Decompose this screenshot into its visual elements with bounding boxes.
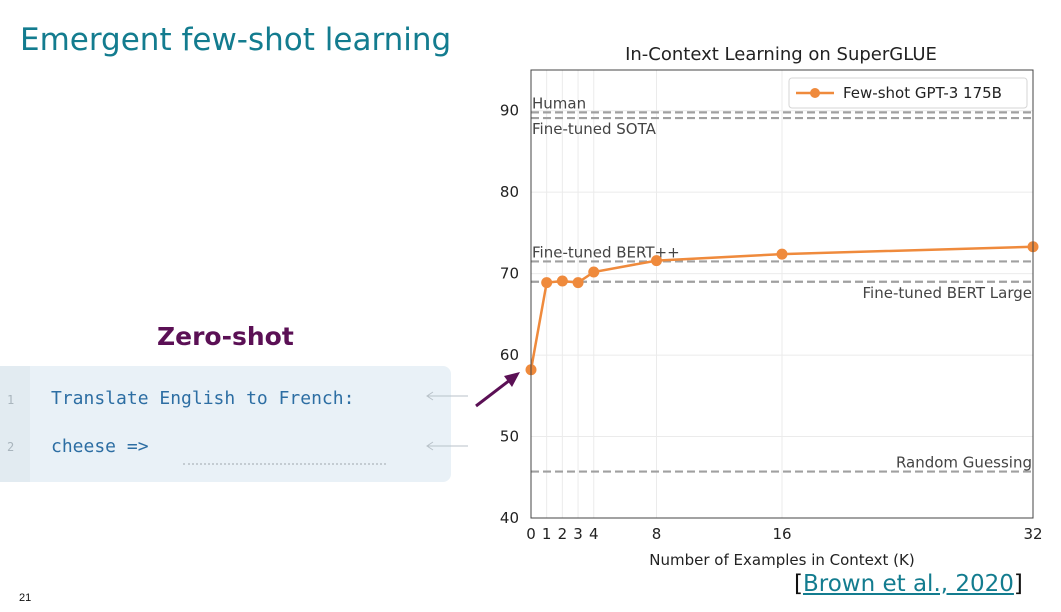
x-tick-label: 16 — [772, 525, 791, 543]
data-point — [651, 255, 662, 267]
data-point — [572, 277, 584, 289]
zero-shot-title: Zero-shot — [157, 322, 294, 351]
slide-title: Emergent few-shot learning — [20, 22, 452, 58]
y-tick-label: 80 — [500, 183, 519, 201]
prompt-line: cheese => — [51, 436, 149, 457]
pointer-arrow-icon — [475, 372, 520, 408]
superglue-chart: In-Context Learning on SuperGLUE Human Fi… — [500, 44, 1043, 569]
axes: 0 1 2 3 4 8 16 32 40 50 60 70 80 90 — [500, 69, 1043, 543]
x-tick-label: 1 — [542, 525, 552, 543]
y-tick-label: 60 — [500, 346, 519, 364]
x-tick-label: 32 — [1023, 525, 1042, 543]
x-tick-label: 8 — [652, 525, 662, 543]
gridlines — [530, 70, 1034, 519]
prompt-line: Translate English to French: — [51, 388, 355, 409]
plot-frame — [530, 69, 1034, 519]
reference-line-label: Random Guessing — [896, 454, 1032, 472]
data-point — [541, 277, 553, 289]
citation-close-bracket: ] — [1013, 571, 1023, 597]
line-number: 1 — [7, 393, 15, 407]
x-tick-label: 2 — [558, 525, 568, 543]
chart-title: In-Context Learning on SuperGLUE — [625, 44, 937, 65]
left-arrow-icon — [426, 441, 468, 451]
reference-line-label: Fine-tuned BERT Large — [863, 284, 1033, 302]
page-number: 21 — [19, 592, 32, 604]
reference-line-label: Fine-tuned SOTA — [532, 120, 657, 138]
prompt-code-box: 1 2 Translate English to French: cheese … — [0, 366, 468, 482]
x-axis-label: Number of Examples in Context (K) — [649, 551, 914, 569]
citation-link[interactable]: Brown et al., 2020 — [802, 571, 1014, 597]
legend-box — [788, 77, 1028, 109]
y-tick-label: 40 — [500, 509, 519, 527]
citation-open-bracket: [ — [794, 571, 803, 597]
answer-blank — [183, 463, 386, 465]
legend-label: Few-shot GPT-3 175B — [843, 84, 1002, 102]
x-tick-label: 0 — [526, 525, 536, 543]
legend: Few-shot GPT-3 175B — [788, 77, 1028, 109]
reference-line-label: Human — [532, 94, 586, 112]
legend-marker — [810, 88, 820, 98]
data-point — [588, 266, 600, 278]
y-tick-label: 90 — [500, 102, 519, 120]
left-arrow-icon — [426, 391, 468, 401]
x-tick-label: 3 — [573, 525, 583, 543]
reference-line-label: Fine-tuned BERT++ — [532, 243, 680, 261]
reference-lines: Human Fine-tuned SOTA Fine-tuned BERT++ Fin… — [531, 94, 1033, 473]
y-tick-label: 50 — [500, 428, 519, 446]
y-tick-label: 70 — [500, 265, 519, 283]
line-number-gutter — [0, 366, 30, 482]
line-number: 2 — [7, 440, 15, 454]
data-point — [776, 248, 788, 260]
data-point — [556, 275, 568, 287]
x-tick-label: 4 — [589, 525, 599, 543]
citation: [Brown et al., 2020] — [794, 571, 1023, 597]
